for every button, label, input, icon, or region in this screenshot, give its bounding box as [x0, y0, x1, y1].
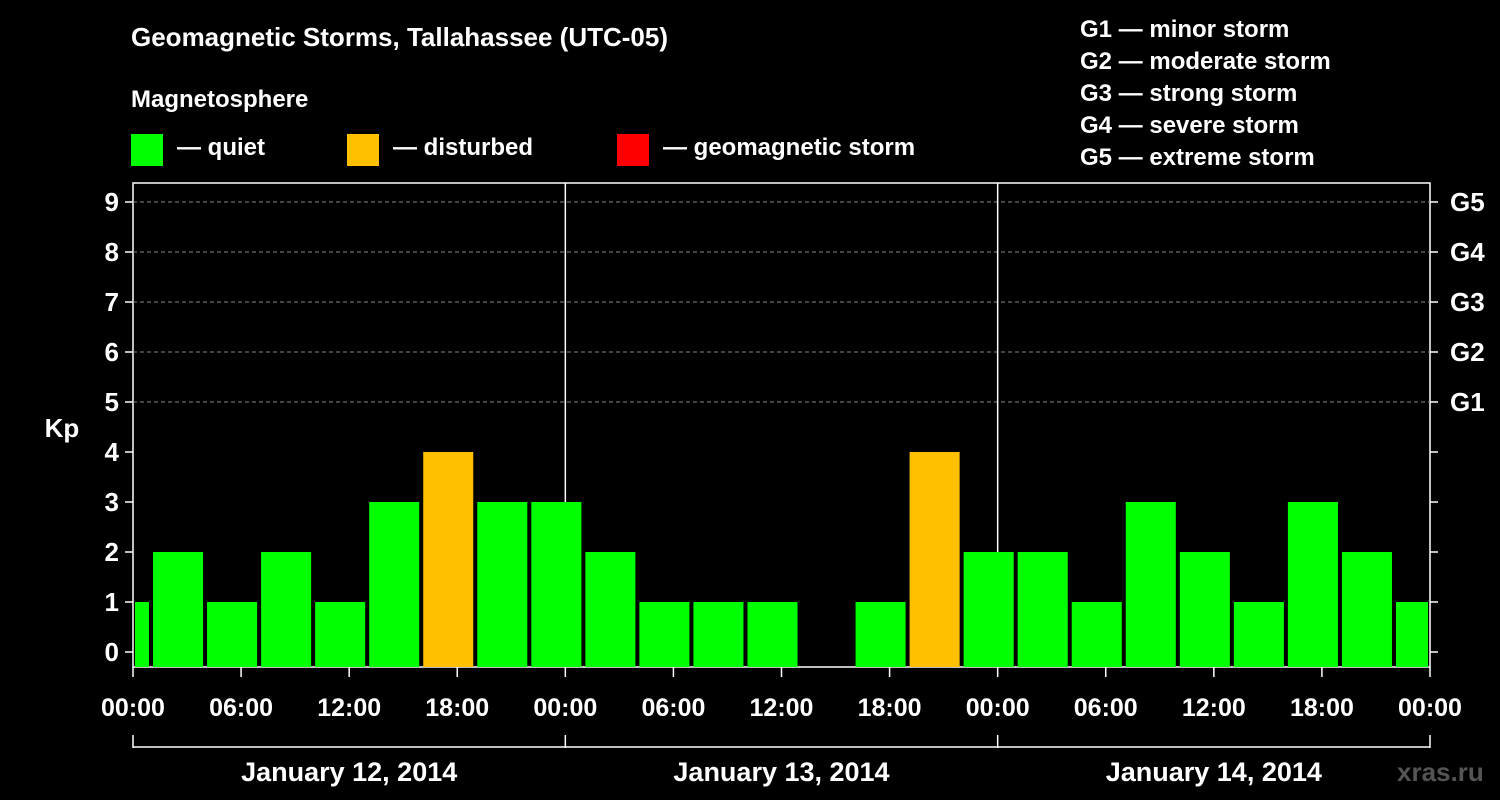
y-tick-label: 8 [105, 237, 119, 267]
y-tick-label: 3 [105, 487, 119, 517]
legend-label-quiet: — quiet [177, 134, 265, 161]
kp-bar [1017, 552, 1068, 667]
legend-label-storm: — geomagnetic storm [663, 134, 916, 161]
y-tick-label: 5 [105, 387, 119, 417]
chart-subtitle: Magnetosphere [131, 86, 309, 113]
kp-bar [153, 552, 204, 667]
y-tick-label: 0 [105, 637, 119, 667]
kp-bar [1395, 602, 1428, 667]
kp-bar [135, 602, 150, 667]
y-tick-label: 2 [105, 537, 119, 567]
y-tick-label: 1 [105, 587, 119, 617]
kp-bar [1179, 552, 1230, 667]
kp-bar [855, 602, 906, 667]
kp-bar [207, 602, 258, 667]
axes: 0 1 2 3 4 5 6 7 8 9 G1 G2 G3 G4 G5 00:00 06:00 12:00 18:00… [101, 187, 1485, 787]
legend-swatch-disturbed [347, 134, 379, 166]
day-label: January 13, 2014 [673, 757, 889, 787]
x-tick-label: 06:00 [641, 694, 705, 722]
legend-item-storm: — geomagnetic storm [617, 134, 915, 166]
x-tick-label: 18:00 [425, 694, 489, 722]
x-tick-label: 00:00 [1398, 694, 1462, 722]
x-tick-label: 12:00 [317, 694, 381, 722]
storm-level-g5: G5 — extreme storm [1080, 144, 1315, 171]
legend-item-disturbed: — disturbed [347, 134, 533, 166]
kp-bar [261, 552, 312, 667]
kp-bar [1233, 602, 1284, 667]
g-level-label: G2 [1450, 337, 1485, 367]
g-level-label: G1 [1450, 387, 1485, 417]
kp-bar [747, 602, 798, 667]
storm-level-g1: G1 — minor storm [1080, 16, 1290, 43]
x-tick-label: 12:00 [750, 694, 814, 722]
y-tick-label: 9 [105, 187, 119, 217]
gridlines [133, 183, 1430, 667]
kp-bar [693, 602, 744, 667]
x-tick-label: 06:00 [209, 694, 273, 722]
x-tick-label: 18:00 [1290, 694, 1354, 722]
y-tick-label: 6 [105, 337, 119, 367]
kp-bar [639, 602, 690, 667]
legend-swatch-quiet [131, 134, 163, 166]
x-tick-label: 00:00 [533, 694, 597, 722]
storm-level-g3: G3 — strong storm [1080, 80, 1298, 107]
kp-bar [1287, 502, 1338, 667]
kp-bar [1125, 502, 1176, 667]
g-level-label: G5 [1450, 187, 1485, 217]
x-tick-label: 18:00 [858, 694, 922, 722]
kp-bar [909, 452, 960, 667]
x-tick-label: 00:00 [966, 694, 1030, 722]
legend-swatch-storm [617, 134, 649, 166]
legend-item-quiet: — quiet [131, 134, 265, 166]
kp-bar [423, 452, 474, 667]
day-label: January 12, 2014 [241, 757, 457, 787]
kp-bar [1341, 552, 1392, 667]
kp-bar [477, 502, 528, 667]
x-tick-label: 00:00 [101, 694, 165, 722]
y-tick-label: 7 [105, 287, 119, 317]
bar-series [135, 452, 1428, 667]
status-legend: — quiet — disturbed — geomagnetic storm [0, 134, 1000, 168]
kp-bar [315, 602, 366, 667]
storm-level-list: G1 — minor storm G2 — moderate storm G3 … [1080, 14, 1331, 174]
g-level-label: G4 [1450, 237, 1485, 267]
y-axis-label: Kp [45, 413, 80, 443]
kp-bar [531, 502, 582, 667]
legend-label-disturbed: — disturbed [393, 134, 534, 161]
kp-bar [1071, 602, 1122, 667]
storm-level-g2: G2 — moderate storm [1080, 48, 1331, 75]
storm-level-g4: G4 — severe storm [1080, 112, 1299, 139]
chart-title: Geomagnetic Storms, Tallahassee (UTC-05) [131, 22, 669, 52]
y-tick-label: 4 [105, 437, 120, 467]
plot-frame [132, 182, 1431, 668]
kp-bar [369, 502, 420, 667]
kp-bar [963, 552, 1014, 667]
x-tick-label: 12:00 [1182, 694, 1246, 722]
g-level-label: G3 [1450, 287, 1485, 317]
watermark: xras.ru [1397, 757, 1484, 787]
day-label: January 14, 2014 [1106, 757, 1322, 787]
x-tick-label: 06:00 [1074, 694, 1138, 722]
plot-border [132, 182, 1431, 668]
kp-bar [585, 552, 636, 667]
